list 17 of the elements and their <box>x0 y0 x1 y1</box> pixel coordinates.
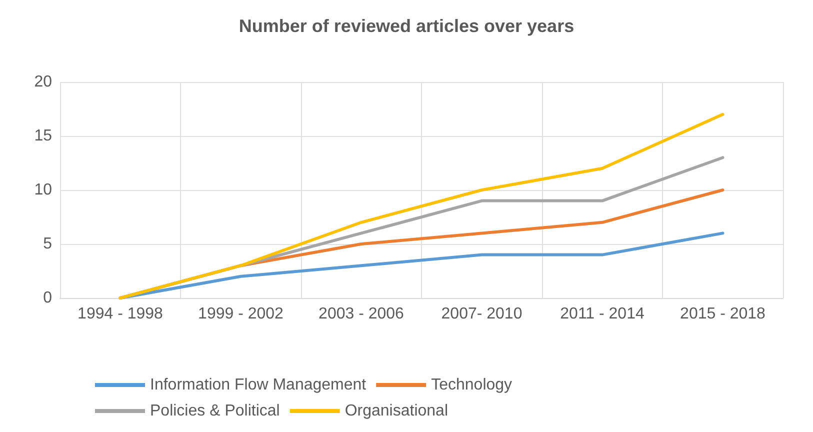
x-tick-label: 1999 - 2002 <box>198 306 284 322</box>
legend-label: Technology <box>431 376 512 394</box>
y-tick-label: 0 <box>43 290 52 306</box>
chart-title: Number of reviewed articles over years <box>238 16 574 36</box>
x-tick-label: 1994 - 1998 <box>78 306 164 322</box>
x-tick-label: 2003 - 2006 <box>318 306 404 322</box>
y-tick-label: 10 <box>34 182 52 198</box>
line-series <box>118 112 724 300</box>
legend-label: Information Flow Management <box>150 376 367 394</box>
x-tick-label: 2011 - 2014 <box>560 306 644 322</box>
y-tick-label: 15 <box>34 128 52 144</box>
y-tick-label: 5 <box>43 236 52 252</box>
legend-label: Organisational <box>344 402 448 420</box>
legend-label: Policies & Political <box>150 402 280 420</box>
x-tick-label: 2015 - 2018 <box>680 306 766 322</box>
x-tick-label: 2007- 2010 <box>441 306 522 322</box>
y-tick-label: 20 <box>34 74 52 90</box>
